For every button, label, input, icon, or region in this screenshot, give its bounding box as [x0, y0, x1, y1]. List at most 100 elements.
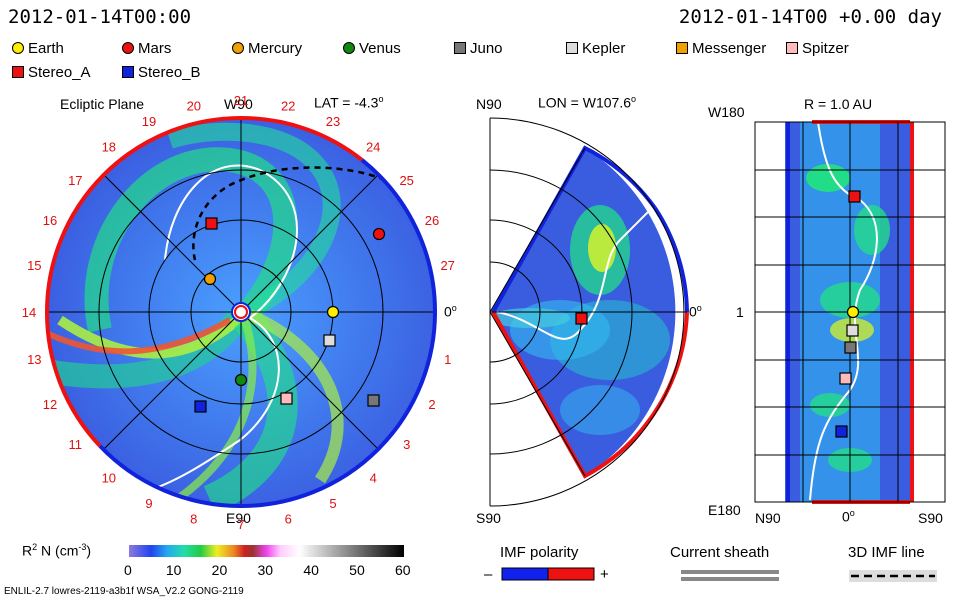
legend-label: Stereo_B: [138, 64, 201, 81]
rotation-label: 7: [237, 517, 244, 532]
legend-marker-icon: [122, 66, 134, 78]
rotation-label: 5: [329, 496, 336, 511]
rotation-label: 12: [43, 397, 57, 412]
legend-item-mercury: Mercury: [232, 40, 302, 57]
rotation-label: 23: [326, 114, 340, 129]
kepler-marker: [323, 334, 336, 347]
earth-radial-marker: [846, 305, 860, 319]
stereo-a-radial-marker: [848, 190, 861, 203]
earth-marker: [326, 305, 340, 319]
current-sheath-symbol: [681, 570, 779, 574]
rotation-label: 18: [102, 139, 116, 154]
meridional-bottom-label: S90: [476, 510, 501, 526]
spitzer-radial-marker: [839, 372, 852, 385]
legend-item-juno: Juno: [454, 40, 503, 57]
legend-label: Juno: [470, 40, 503, 57]
radial-bottom-left-label: E180: [708, 502, 741, 518]
venus-marker: [234, 373, 248, 387]
rotation-label: 8: [190, 512, 197, 527]
legend-marker-icon: [566, 42, 578, 54]
rotation-label: 16: [43, 213, 57, 228]
legend-label: Kepler: [582, 40, 626, 57]
colorbar-tick-label: 40: [303, 562, 319, 578]
legend-label: Messenger: [692, 40, 767, 57]
rotation-label: 17: [68, 173, 82, 188]
rotation-label: 2: [428, 397, 435, 412]
legend-item-messenger: Messenger: [676, 40, 766, 57]
colorbar-tick-label: 30: [257, 562, 274, 578]
imf-minus-label: –: [484, 566, 493, 583]
mercury-marker: [203, 272, 217, 286]
current-sheath-title: Current sheath: [670, 544, 770, 561]
legend-item-venus: Venus: [343, 40, 401, 57]
imf-line-title: 3D IMF line: [848, 544, 925, 561]
meridional-right-label: 0o: [689, 303, 702, 320]
spitzer-marker: [280, 392, 293, 405]
rotation-label: 20: [187, 98, 201, 113]
legend-label: Spitzer: [802, 40, 849, 57]
legend-marker-icon: [454, 42, 466, 54]
ecliptic-top-label: W90: [224, 96, 253, 112]
rotation-label: 3: [403, 437, 410, 452]
legend-item-mars: Mars: [122, 40, 171, 57]
colorbar-label: R2 N (cm-3): [22, 542, 92, 559]
imf-positive-swatch: [547, 567, 595, 581]
colorbar-tick-label: 60: [395, 562, 411, 578]
radial-bottom-label-s90: S90: [918, 510, 943, 526]
colorbar-tick-label: 50: [349, 562, 365, 578]
legend-marker-icon: [12, 42, 24, 54]
rotation-label: 21: [234, 93, 248, 108]
stereo-b-radial-marker: [835, 425, 848, 438]
legend-label: Venus: [359, 40, 401, 57]
rotation-label: 19: [142, 114, 156, 129]
rotation-label: 15: [27, 258, 41, 273]
rotation-label: 25: [399, 173, 413, 188]
legend-marker-icon: [232, 42, 244, 54]
model-info: ENLIL-2.7 lowres-2119-a3b1f WSA_V2.2 GON…: [4, 586, 244, 597]
rotation-label: 27: [440, 258, 454, 273]
imf-plus-label: +: [600, 566, 609, 583]
legend-label: Stereo_A: [28, 64, 91, 81]
legend-item-kepler: Kepler: [566, 40, 625, 57]
legend-marker-icon: [676, 42, 688, 54]
imf-polarity-title: IMF polarity: [500, 544, 579, 561]
radial-bottom-label-0: 0o: [842, 508, 855, 525]
legend-marker-icon: [786, 42, 798, 54]
rotation-label: 10: [102, 471, 116, 486]
juno-marker: [367, 394, 380, 407]
legend-item-stereo-a: Stereo_A: [12, 64, 91, 81]
legend-label: Mars: [138, 40, 172, 57]
stereo-a-marker: [205, 217, 218, 230]
ecliptic-bottom-label: E90: [226, 510, 251, 526]
rotation-label: 24: [366, 139, 380, 154]
legend-label: Mercury: [248, 40, 303, 57]
rotation-label: 1: [444, 352, 451, 367]
rotation-label: 13: [27, 352, 41, 367]
meridional-top-label: N90: [476, 96, 502, 112]
rotation-label: 11: [69, 437, 83, 452]
legend-item-spitzer: Spitzer: [786, 40, 849, 57]
legend-item-stereo-b: Stereo_B: [122, 64, 201, 81]
density-colorbar: [129, 545, 404, 557]
forecast-time: 2012-01-14T00 +0.00 day: [678, 6, 942, 28]
legend-marker-icon: [12, 66, 24, 78]
imf-negative-swatch: [501, 567, 549, 581]
rotation-label: 4: [370, 471, 377, 486]
radial-top-left-label: W180: [708, 104, 745, 120]
rotation-label: 9: [145, 496, 152, 511]
ecliptic-right-label: 0o: [444, 303, 457, 320]
stereo-b-marker: [194, 400, 207, 413]
radial-mid-left-label: 1: [736, 304, 744, 320]
kepler-radial-marker: [846, 324, 859, 337]
stereo-a-meridional-marker: [575, 312, 588, 325]
rotation-label: 26: [425, 213, 439, 228]
legend-label: Earth: [28, 40, 64, 57]
rotation-label: 22: [281, 98, 295, 113]
latitude-label: LAT = -4.3o: [314, 94, 384, 111]
legend-marker-icon: [343, 42, 355, 54]
legend-item-earth: Earth: [12, 40, 64, 57]
rotation-label: 6: [285, 512, 292, 527]
mars-marker: [372, 227, 386, 241]
ecliptic-title: Ecliptic Plane: [60, 96, 145, 112]
